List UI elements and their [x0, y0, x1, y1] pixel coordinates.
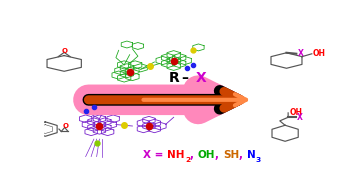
Text: O: O: [61, 48, 67, 54]
Text: R: R: [168, 71, 179, 85]
Text: X =: X =: [143, 150, 168, 160]
Text: O: O: [63, 123, 69, 129]
Text: X: X: [297, 113, 303, 122]
Text: OH: OH: [290, 108, 302, 117]
Text: OH: OH: [198, 150, 215, 160]
Text: 3: 3: [255, 157, 261, 163]
Text: NH: NH: [168, 150, 185, 160]
Text: 2: 2: [185, 157, 190, 163]
Text: ,: ,: [215, 150, 223, 160]
Text: ,: ,: [190, 150, 198, 160]
Text: SH: SH: [223, 150, 239, 160]
Text: N: N: [247, 150, 255, 160]
Text: X: X: [196, 71, 207, 85]
Text: –: –: [181, 71, 188, 85]
Text: X: X: [297, 49, 303, 58]
Text: OH: OH: [313, 49, 326, 58]
Text: ,: ,: [239, 150, 247, 160]
